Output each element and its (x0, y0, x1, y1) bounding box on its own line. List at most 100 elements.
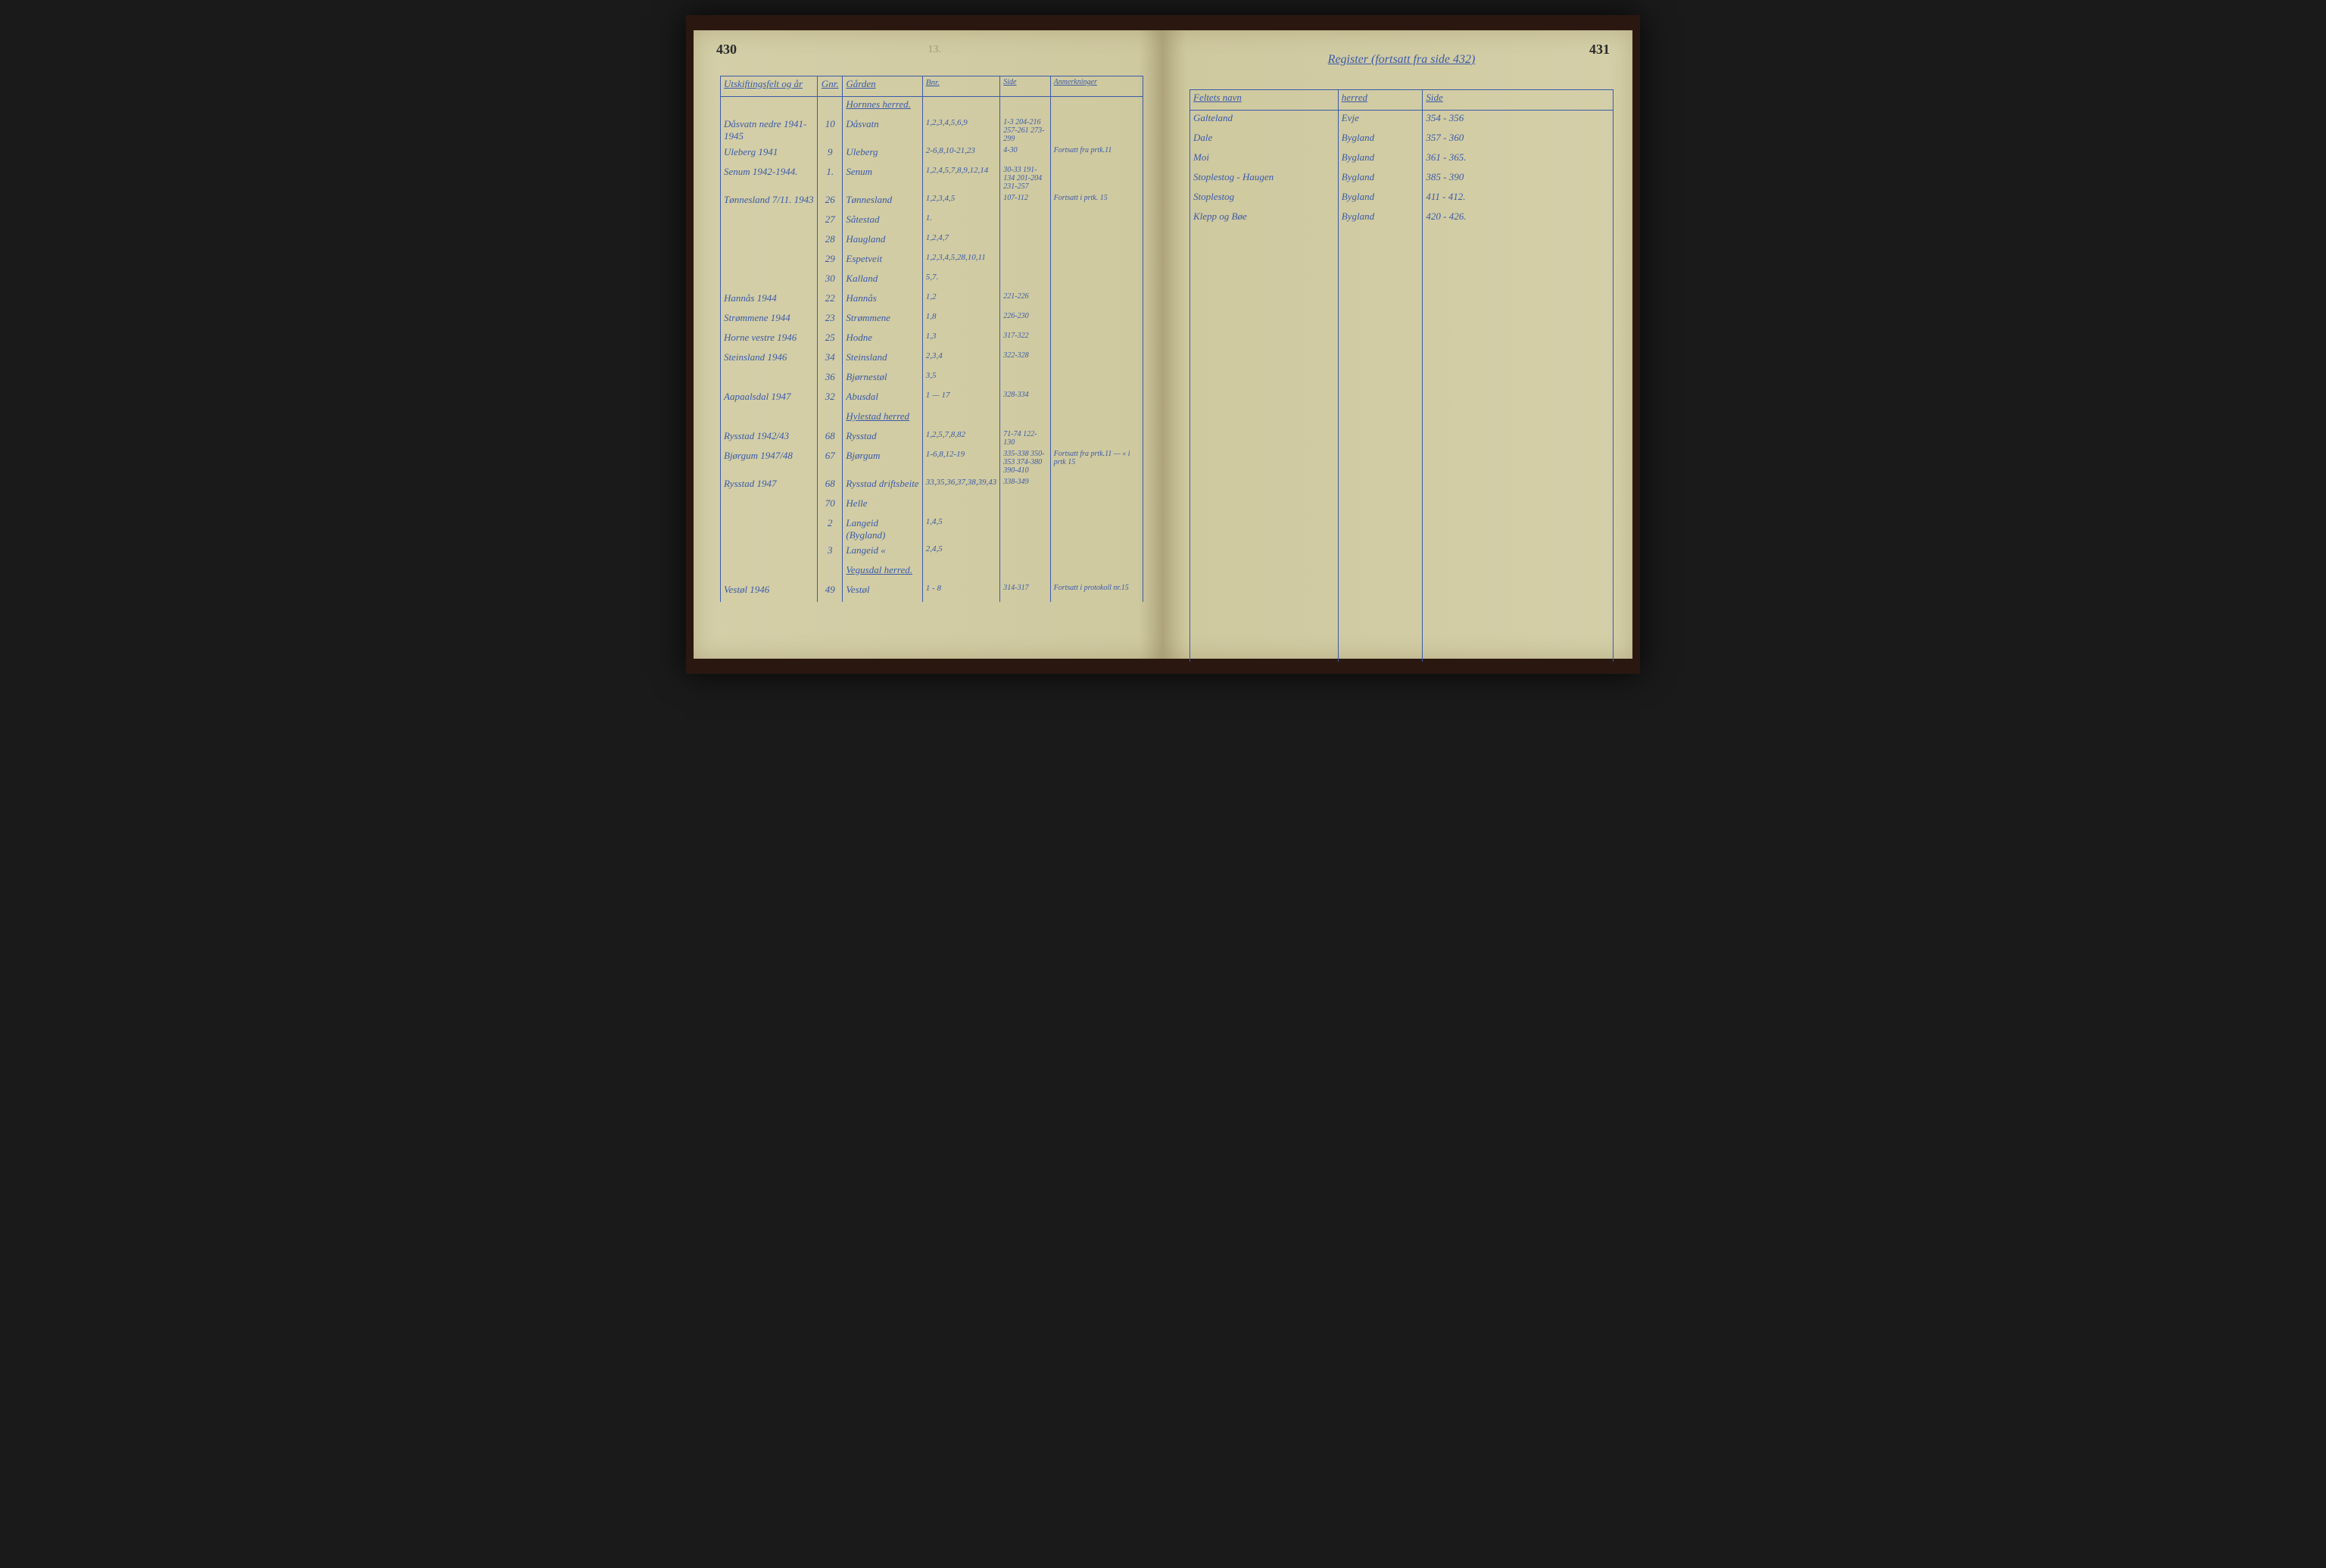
blank-row (1190, 603, 1613, 622)
table-row: 2 Langeid (Bygland) 1,4,5 (721, 516, 1143, 543)
table-row: 70 Helle (721, 496, 1143, 516)
cell-anm: Fortsatt fra prtk.11 — « i prtk 15 (1050, 448, 1143, 476)
table-row: Dåsvatn nedre 1941-1945 10 Dåsvatn 1,2,3… (721, 117, 1143, 145)
left-page: 430 13. Utskiftingsfelt og år Gnr. Gårde… (694, 30, 1163, 659)
cell-garden: Bjørnestøl (843, 369, 922, 389)
cell-gnr: 29 (818, 251, 843, 271)
table-row: 27 Såtestad 1. (721, 212, 1143, 232)
cell-anm: Fortsatt fra prtk.11 (1050, 145, 1143, 164)
cell-bnr: 1 - 8 (922, 582, 1000, 602)
cell-side: 226-230 (1000, 310, 1050, 330)
left-register-table: Utskiftingsfelt og år Gnr. Gården Bnr. S… (721, 76, 1143, 602)
cell-bnr: 5,7. (922, 271, 1000, 291)
col-garden: Gården (843, 76, 922, 97)
cell-felt (721, 516, 818, 543)
cell-felt: Dåsvatn nedre 1941-1945 (721, 117, 818, 145)
blank-row (1190, 426, 1613, 445)
cell-rside: 354 - 356 (1423, 111, 1613, 131)
table-row: 28 Haugland 1,2,4,7 (721, 232, 1143, 251)
cell-felt (721, 271, 818, 291)
col-gnr: Gnr. (818, 76, 843, 97)
cell-gnr: 9 (818, 145, 843, 164)
cell-garden: Abusdal (843, 389, 922, 409)
table-row: Dale Bygland 357 - 360 (1190, 130, 1613, 150)
right-table-frame: Feltets navn herred Side Galteland Evje … (1190, 89, 1614, 662)
ledger-book: 430 13. Utskiftingsfelt og år Gnr. Gårde… (686, 15, 1640, 674)
cell-gnr: 49 (818, 582, 843, 602)
section-heading-row: Vegusdal herred. (721, 563, 1143, 582)
cell-anm (1050, 330, 1143, 350)
cell-side: 338-349 (1000, 476, 1050, 496)
blank-row (1190, 563, 1613, 583)
cell-felt: Horne vestre 1946 (721, 330, 818, 350)
col-utskift: Utskiftingsfelt og år (721, 76, 818, 97)
cell-garden: Vestøl (843, 582, 922, 602)
table-row: Senum 1942-1944. 1. Senum 1,2,4,5,7,8,9,… (721, 164, 1143, 192)
cell-gnr: 32 (818, 389, 843, 409)
cell-bnr: 1. (922, 212, 1000, 232)
table-row: 3 Langeid « 2,4,5 (721, 543, 1143, 563)
cell-felt (721, 369, 818, 389)
cell-felt: Strømmene 1944 (721, 310, 818, 330)
blank-row (1190, 288, 1613, 307)
cell-gnr: 67 (818, 448, 843, 476)
cell-garden: Langeid « (843, 543, 922, 563)
cell-side (1000, 516, 1050, 543)
cell-felt: Bjørgum 1947/48 (721, 448, 818, 476)
cell-felt: Senum 1942-1944. (721, 164, 818, 192)
table-row: Strømmene 1944 23 Strømmene 1,8 226-230 (721, 310, 1143, 330)
cell-garden: Strømmene (843, 310, 922, 330)
table-row: Moi Bygland 361 - 365. (1190, 150, 1613, 170)
blank-row (1190, 642, 1613, 662)
col-anm: Anmerkninger (1050, 76, 1143, 97)
cell-side: 314-317 (1000, 582, 1050, 602)
cell-feltets: Stoplestog - Haugen (1190, 170, 1338, 189)
cell-feltets: Stoplestog (1190, 189, 1338, 209)
left-table-frame: Utskiftingsfelt og år Gnr. Gården Bnr. S… (720, 76, 1143, 602)
cell-anm (1050, 429, 1143, 448)
table-row: Vestøl 1946 49 Vestøl 1 - 8 314-317 Fort… (721, 582, 1143, 602)
table-row: Klepp og Bøe Bygland 420 - 426. (1190, 209, 1613, 229)
blank-row (1190, 307, 1613, 327)
cell-side: 107-112 (1000, 192, 1050, 212)
cell-garden: Hodne (843, 330, 922, 350)
cell-anm (1050, 310, 1143, 330)
table-row: Horne vestre 1946 25 Hodne 1,3 317-322 (721, 330, 1143, 350)
table-row: Steinsland 1946 34 Steinsland 2,3,4 322-… (721, 350, 1143, 369)
table-row: Hannås 1944 22 Hannås 1,2 221-226 (721, 291, 1143, 310)
blank-row (1190, 386, 1613, 406)
cell-bnr: 2,3,4 (922, 350, 1000, 369)
cell-side (1000, 271, 1050, 291)
cell-feltets: Galteland (1190, 111, 1338, 131)
cell-garden: Bjørgum (843, 448, 922, 476)
cell-anm (1050, 117, 1143, 145)
cell-side (1000, 212, 1050, 232)
cell-side: 335-338 350-353 374-380 390-410 (1000, 448, 1050, 476)
cell-garden: Uleberg (843, 145, 922, 164)
cell-herred: Bygland (1338, 150, 1423, 170)
cell-gnr: 23 (818, 310, 843, 330)
cell-anm (1050, 271, 1143, 291)
cell-felt (721, 251, 818, 271)
cell-gnr: 28 (818, 232, 843, 251)
cell-anm: Fortsatt i prtk. 15 (1050, 192, 1143, 212)
cell-feltets: Dale (1190, 130, 1338, 150)
cell-anm (1050, 496, 1143, 516)
blank-row (1190, 583, 1613, 603)
cell-side: 71-74 122-130 (1000, 429, 1050, 448)
blank-row (1190, 327, 1613, 347)
cell-feltets: Moi (1190, 150, 1338, 170)
table-row: Stoplestog - Haugen Bygland 385 - 390 (1190, 170, 1613, 189)
cell-anm (1050, 164, 1143, 192)
cell-herred: Evje (1338, 111, 1423, 131)
cell-garden: Espetveit (843, 251, 922, 271)
section-title: Hylestad herred (846, 410, 909, 422)
cell-rside: 385 - 390 (1423, 170, 1613, 189)
cell-herred: Bygland (1338, 170, 1423, 189)
cell-anm: Fortsatt i protokoll nr.15 (1050, 582, 1143, 602)
cell-herred: Bygland (1338, 189, 1423, 209)
blank-row (1190, 504, 1613, 524)
table-row: 30 Kalland 5,7. (721, 271, 1143, 291)
cell-rside: 361 - 365. (1423, 150, 1613, 170)
cell-garden: Kalland (843, 271, 922, 291)
